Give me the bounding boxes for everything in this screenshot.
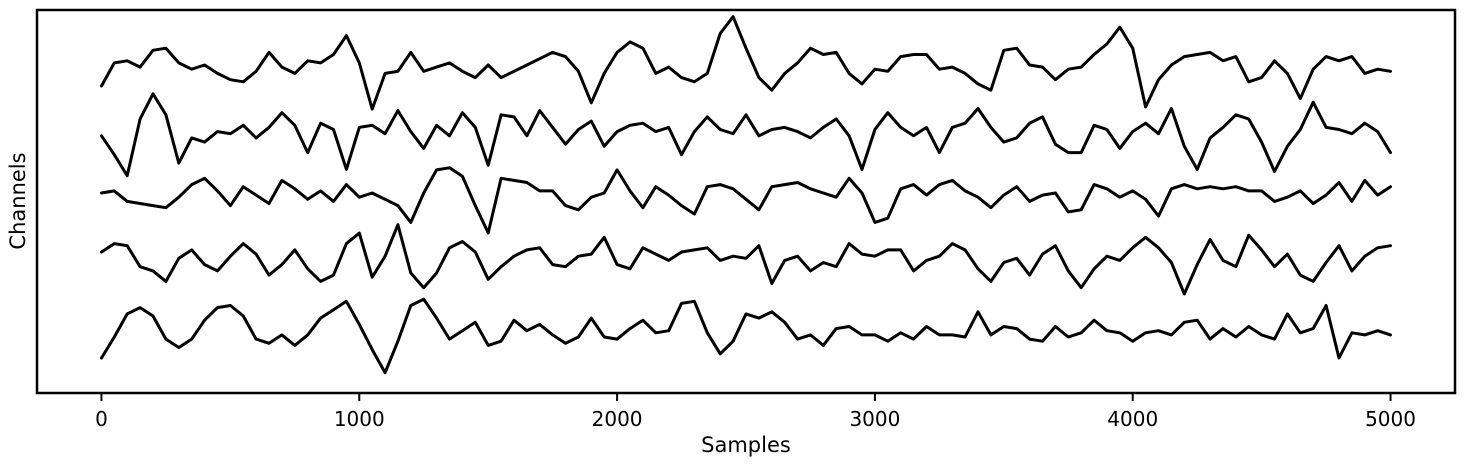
x-axis-label: Samples	[701, 433, 791, 457]
plot-area-frame	[35, 8, 1457, 395]
x-tick-label: 5000	[1365, 407, 1416, 431]
x-tick-label: 4000	[1107, 407, 1158, 431]
channel-trace-3	[100, 166, 1392, 235]
x-tick-label: 1000	[334, 407, 385, 431]
channel-trace-1	[100, 15, 1392, 111]
x-tick-label: 2000	[592, 407, 643, 431]
channel-traces	[100, 15, 1392, 375]
channel-trace-2	[100, 92, 1392, 178]
x-tick-label: 0	[95, 407, 108, 431]
x-tick-label: 3000	[849, 407, 900, 431]
y-axis-label: Channels	[6, 152, 30, 249]
channel-trace-4	[100, 223, 1392, 296]
x-axis-ticks: 0 1000 2000 3000 4000 5000	[95, 393, 1416, 431]
channel-trace-5	[100, 297, 1392, 375]
